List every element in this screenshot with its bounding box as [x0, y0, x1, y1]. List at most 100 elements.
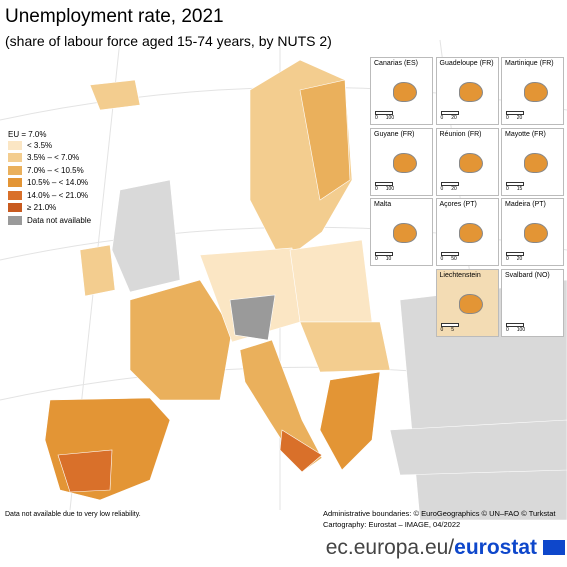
- legend-item: 3.5% – < 7.0%: [8, 152, 91, 165]
- scale-end: 100: [385, 185, 395, 192]
- scale-start: 0: [440, 326, 444, 333]
- hungary-romania: [299, 321, 391, 373]
- legend-swatch: [8, 190, 22, 200]
- inset-label: Açores (PT): [439, 201, 477, 208]
- scale-bar: [375, 252, 393, 256]
- scale: 0 100: [375, 115, 394, 121]
- scale-end: 50: [451, 256, 457, 262]
- inset: Réunion (FR) 0 20: [435, 127, 499, 196]
- note: Data not available due to very low relia…: [5, 511, 141, 518]
- inset: Madeira (PT) 0 20: [501, 198, 564, 266]
- scale: 0 20: [441, 115, 457, 121]
- scale: 0 10: [375, 256, 391, 262]
- inset-region: [393, 82, 417, 102]
- scale-bar: [440, 181, 459, 186]
- legend-swatch: [8, 140, 22, 150]
- inset-label: Martinique (FR): [505, 60, 554, 67]
- legend-item: 14.0% – < 21.0%: [8, 189, 91, 202]
- scale-start: 0: [440, 115, 444, 121]
- inset: Mayotte (FR) 0 15: [501, 127, 564, 196]
- inset: Liechtenstein 0 5: [435, 268, 499, 337]
- scale-bar: [375, 111, 393, 115]
- scale: 0 100: [506, 327, 525, 333]
- scale-start: 0: [375, 256, 378, 262]
- inset-region: [524, 152, 548, 173]
- inset-label: Canarias (ES): [374, 60, 418, 67]
- inset: Canarias (ES) 0 100: [370, 57, 433, 125]
- scale-end: 100: [516, 326, 526, 333]
- inset-region: [458, 293, 483, 314]
- legend-swatch: [8, 165, 22, 175]
- iceland: [89, 79, 141, 111]
- legend-item: ≥ 21.0%: [8, 202, 91, 215]
- france: [129, 279, 233, 401]
- legend-item: 7.0% – < 10.5%: [8, 164, 91, 177]
- balkans-greece: [319, 371, 381, 471]
- scale-start: 0: [375, 115, 378, 121]
- scale-bar: [440, 322, 459, 327]
- finland: [299, 79, 351, 201]
- legend-swatch: [8, 178, 22, 188]
- inset: Açores (PT) 0 50: [435, 198, 499, 266]
- scale: 0 20: [441, 186, 457, 192]
- southern-italy: [279, 429, 323, 473]
- legend-label: 10.5% – < 14.0%: [27, 178, 89, 188]
- inset-region: [393, 223, 417, 243]
- legend-label: 7.0% – < 10.5%: [27, 165, 84, 175]
- scale-start: 0: [440, 185, 444, 192]
- legend-label: 3.5% – < 7.0%: [27, 153, 80, 163]
- turkey: [389, 419, 567, 476]
- inset-label: Liechtenstein: [439, 271, 481, 279]
- site: ec.europa.eu/eurostat: [326, 536, 537, 560]
- scale: 0 100: [375, 186, 394, 192]
- inset-label: Réunion (FR): [439, 130, 482, 138]
- scale-end: 20: [516, 115, 523, 121]
- scale-end: 100: [385, 115, 395, 121]
- legend-swatch: [8, 153, 22, 163]
- legend-label: < 3.5%: [27, 140, 53, 150]
- inset-region: [524, 82, 548, 102]
- legend-item: Data not available: [8, 214, 91, 227]
- title: Unemployment rate, 2021: [5, 6, 224, 27]
- subtitle: (share of labour force aged 15-74 years,…: [5, 33, 332, 49]
- inset: Guadeloupe (FR) 0 20: [435, 57, 499, 125]
- scale: 0 15: [506, 186, 522, 192]
- scale: 0 20: [506, 115, 522, 121]
- scale-end: 10: [385, 256, 392, 262]
- legend-item: < 3.5%: [8, 139, 91, 152]
- italy: [239, 339, 323, 473]
- scale-end: 5: [451, 326, 455, 333]
- inset-region: [458, 152, 483, 173]
- inset-label: Svalbard (NO): [505, 271, 550, 279]
- legend-swatch: [8, 215, 22, 225]
- scale-bar: [506, 111, 524, 115]
- legend-title: EU = 7.0%: [8, 130, 47, 139]
- data-not-available: [229, 294, 276, 341]
- scale-bar: [440, 111, 459, 115]
- scale-bar: [506, 322, 524, 327]
- scale-bar: [506, 252, 524, 256]
- scale-start: 0: [440, 256, 444, 262]
- united-kingdom: [111, 179, 181, 293]
- poland: [289, 239, 373, 323]
- scale-end: 20: [451, 115, 457, 121]
- scale-bar: [440, 252, 459, 256]
- inset: Martinique (FR) 0 20: [501, 57, 564, 125]
- inset-label: Madeira (PT): [505, 201, 546, 208]
- credit: Administrative boundaries: © EuroGeograp…: [323, 509, 556, 518]
- scale-end: 15: [516, 185, 523, 192]
- inset-label: Mayotte (FR): [505, 130, 546, 138]
- eu-flag: [543, 540, 565, 555]
- inset-region: [393, 152, 417, 173]
- brand: eurostat: [454, 536, 537, 559]
- andalucia: [57, 449, 113, 493]
- site-url: ec.europa.eu/: [325, 536, 455, 559]
- scale-bar: [506, 181, 524, 186]
- legend-label: ≥ 21.0%: [27, 203, 57, 213]
- legend-swatch: [8, 203, 22, 213]
- inset: Malta 0 10: [370, 198, 433, 266]
- inset: Svalbard (NO) 0 100: [501, 268, 564, 337]
